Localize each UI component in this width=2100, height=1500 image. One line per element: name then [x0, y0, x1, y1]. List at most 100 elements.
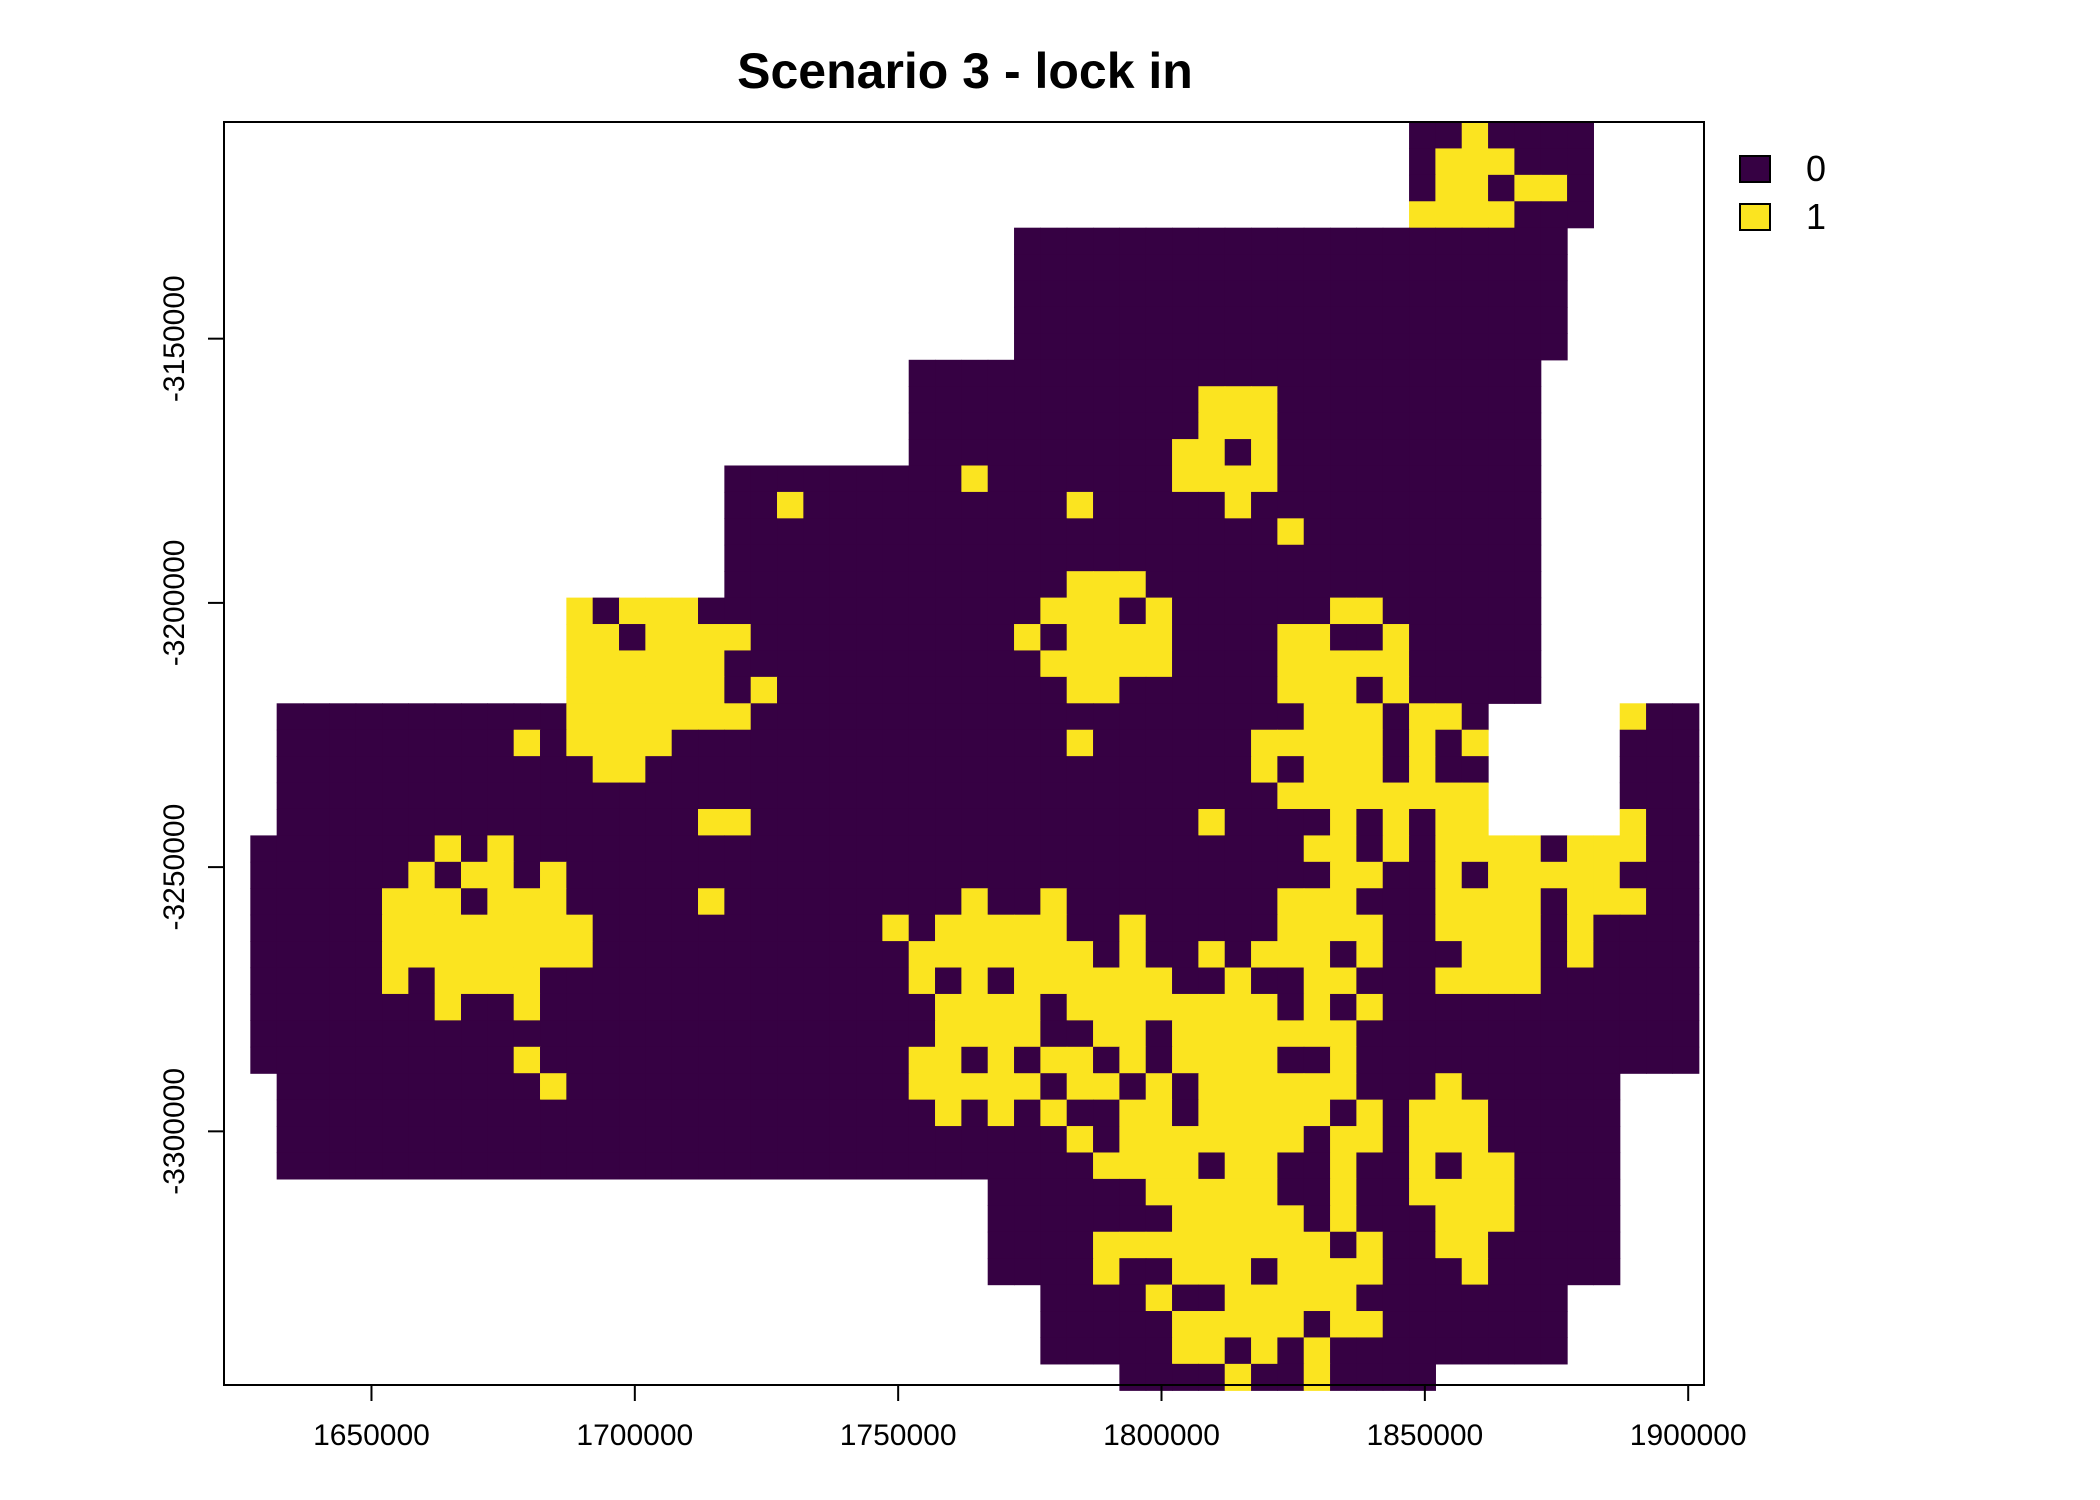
- raster-cell: [513, 967, 541, 995]
- raster-cell: [1540, 333, 1568, 361]
- raster-cell: [566, 1046, 594, 1074]
- raster-cell: [1567, 1126, 1594, 1154]
- raster-cell: [645, 703, 673, 731]
- raster-cell: [1409, 1152, 1436, 1180]
- raster-cell: [987, 888, 1015, 916]
- raster-cell: [540, 1073, 567, 1101]
- raster-cell: [724, 1020, 752, 1048]
- raster-cell: [856, 703, 883, 731]
- raster-cell: [1488, 174, 1515, 202]
- raster-cell: [777, 491, 804, 519]
- raster-cell: [1014, 439, 1041, 467]
- raster-cell: [1251, 1258, 1278, 1286]
- raster-cell: [829, 1020, 857, 1048]
- raster-cell: [1251, 306, 1278, 334]
- raster-cell: [1461, 703, 1489, 731]
- raster-cell: [592, 861, 620, 889]
- raster-cell: [856, 756, 883, 784]
- raster-cell: [513, 703, 541, 731]
- raster-cell: [1514, 1020, 1542, 1048]
- raster-cell: [1277, 1311, 1305, 1339]
- raster-cell: [619, 676, 646, 704]
- raster-cell: [461, 861, 488, 889]
- raster-cell: [1014, 306, 1041, 334]
- raster-cell: [355, 967, 383, 995]
- raster-cell: [1172, 280, 1199, 308]
- raster-cell: [540, 756, 567, 784]
- map-title: Scenario 3 - lock in: [737, 43, 1193, 99]
- raster-cell: [1040, 518, 1068, 546]
- raster-cell: [961, 439, 989, 467]
- raster-cell: [1277, 1099, 1305, 1127]
- raster-cell: [1277, 518, 1305, 546]
- raster-cell: [566, 597, 594, 625]
- raster-cell: [1409, 1258, 1436, 1286]
- raster-cell: [1382, 835, 1410, 863]
- raster-cell: [856, 835, 883, 863]
- raster-cell: [1040, 254, 1068, 282]
- raster-cell: [908, 1046, 936, 1074]
- raster-cell: [408, 1152, 436, 1180]
- raster-cell: [1066, 650, 1094, 678]
- raster-cell: [1593, 1020, 1621, 1048]
- raster-cell: [592, 1020, 620, 1048]
- raster-cell: [1409, 1020, 1436, 1048]
- raster-cell: [1172, 544, 1199, 572]
- raster-cell: [1224, 1363, 1252, 1391]
- raster-cell: [698, 729, 725, 757]
- raster-cell: [1145, 676, 1173, 704]
- raster-cell: [487, 835, 515, 863]
- raster-cell: [724, 1126, 752, 1154]
- raster-cell: [1251, 254, 1278, 282]
- raster-cell: [1514, 888, 1542, 916]
- raster-cell: [1014, 888, 1041, 916]
- raster-cell: [645, 914, 673, 942]
- raster-cell: [1093, 861, 1120, 889]
- raster-cell: [1330, 1311, 1357, 1339]
- raster-cell: [935, 571, 962, 599]
- raster-cell: [1277, 1178, 1305, 1206]
- raster-cell: [645, 1099, 673, 1127]
- raster-cell: [1066, 227, 1094, 255]
- raster-cell: [1145, 1258, 1173, 1286]
- raster-cell: [1646, 941, 1673, 969]
- raster-cell: [382, 888, 409, 916]
- raster-cell: [1461, 1231, 1489, 1259]
- raster-cell: [1040, 1020, 1068, 1048]
- raster-cell: [1224, 967, 1252, 995]
- raster-cell: [1382, 1337, 1410, 1365]
- raster-cell: [724, 729, 752, 757]
- raster-cell: [1646, 1020, 1673, 1048]
- raster-cell: [1514, 1152, 1542, 1180]
- raster-cell: [724, 861, 752, 889]
- raster-cell: [1593, 1046, 1621, 1074]
- raster-cell: [645, 756, 673, 784]
- raster-cell: [1251, 333, 1278, 361]
- raster-cell: [513, 1152, 541, 1180]
- raster-cell: [355, 888, 383, 916]
- raster-cell: [1356, 1046, 1384, 1074]
- raster-cell: [1119, 412, 1147, 440]
- raster-cell: [645, 993, 673, 1021]
- raster-cell: [1066, 439, 1094, 467]
- raster-cell: [750, 782, 778, 810]
- raster-cell: [1251, 465, 1278, 493]
- raster-cell: [1303, 888, 1331, 916]
- raster-cell: [777, 782, 804, 810]
- raster-cell: [1382, 967, 1410, 995]
- raster-cell: [698, 756, 725, 784]
- raster-cell: [987, 1020, 1015, 1048]
- raster-cell: [908, 650, 936, 678]
- raster-cell: [935, 729, 962, 757]
- raster-cell: [1567, 967, 1594, 995]
- raster-cell: [1672, 861, 1700, 889]
- raster-cell: [1119, 386, 1147, 414]
- raster-cell: [1409, 1099, 1436, 1127]
- raster-cell: [1488, 1126, 1515, 1154]
- raster-cell: [1356, 888, 1384, 916]
- raster-cell: [1198, 967, 1226, 995]
- raster-cell: [1303, 650, 1331, 678]
- raster-cell: [803, 518, 831, 546]
- raster-cell: [777, 597, 804, 625]
- raster-cell: [1145, 1152, 1173, 1180]
